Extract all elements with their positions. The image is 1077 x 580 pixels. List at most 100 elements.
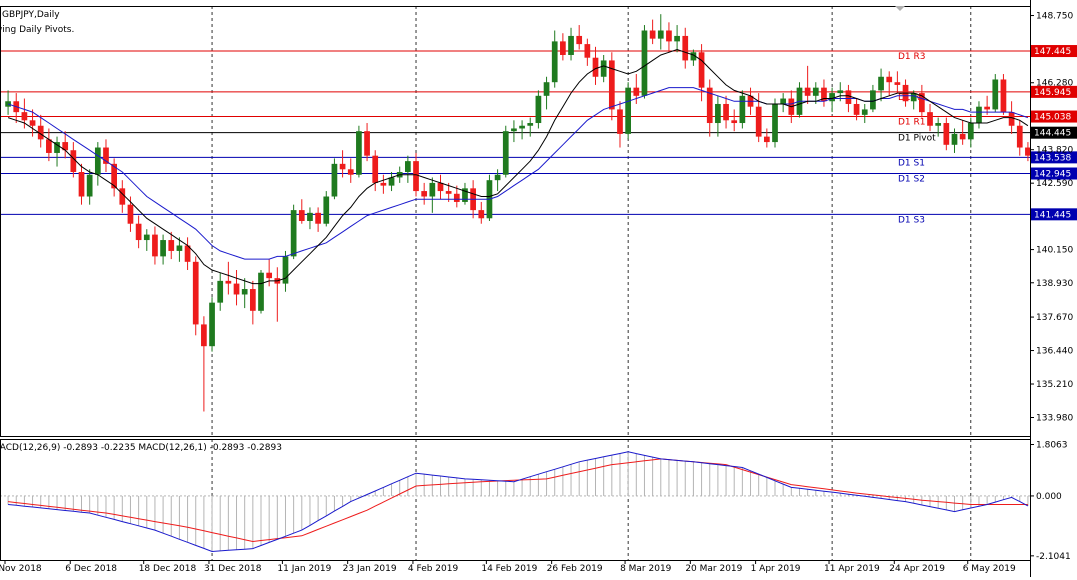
pivot-price-label: 141.445 [1034,210,1071,220]
date-label: 20 Mar 2019 [685,564,742,574]
candle-body [249,289,256,311]
candle-body [715,103,721,124]
price-tick-label: 137.670 [1036,313,1073,323]
candle-body [5,101,11,107]
candle-body [739,95,746,124]
candle-body [584,44,591,58]
candle-body [37,125,44,140]
pivot-price-label: 147.445 [1034,47,1071,57]
date-label: 24 Apr 2019 [889,564,945,574]
candle-body [111,163,117,189]
pivot-price-label: 144.445 [1034,129,1071,139]
candle-body [103,147,109,164]
date-label: 26 Nov 2018 [0,564,42,574]
candle-body [576,35,583,45]
candle-body [453,193,460,202]
candle-body [951,133,958,145]
candle-body [192,261,199,325]
indicator-label: Showing Daily Pivots. [0,25,74,35]
candle-body [511,128,517,132]
price-tick-label: 136.440 [1036,347,1073,357]
candle-body [1000,79,1007,113]
candle-body [29,120,36,126]
candle-body [641,30,648,96]
candle-body [54,142,60,153]
date-label: 26 Feb 2019 [547,564,603,574]
candle-body [135,223,142,241]
candle-body [992,79,999,110]
macd-tick-label: -2.1041 [1036,552,1071,562]
candle-body [706,87,713,124]
date-label: 8 Mar 2019 [620,564,672,574]
pivot-price-tag [1031,85,1077,98]
candle-body [46,139,52,153]
candle-body [290,210,297,257]
candle-body [1016,125,1023,148]
price-tick-label: 146.280 [1036,79,1073,89]
candle-body [502,131,509,175]
candle-body [935,123,942,126]
candle-body [184,245,191,262]
candle-body [347,169,354,175]
candle-body [780,98,787,104]
candle-body [690,52,697,61]
candle-body [437,182,444,192]
candle-body [388,177,395,186]
candle-body [845,90,852,104]
pivot-price-tag [1031,151,1077,164]
price-tick-label: 133.980 [1036,413,1073,423]
candle-body [560,41,566,55]
candle-body [78,172,85,197]
candle-body [592,57,599,77]
candle-body [674,35,680,42]
candle-body [837,90,844,94]
candle-body [331,163,338,197]
candle-body [201,324,207,347]
candle-body [176,245,183,251]
candle-body [878,76,884,91]
price-tick-label: 143.820 [1036,146,1073,156]
price-tick-label: 148.750 [1036,12,1073,22]
candle-body [519,125,525,129]
candle-body [323,196,330,224]
candle-body [870,90,876,110]
chart-shift-marker[interactable] [895,6,905,11]
date-label: 23 Jan 2019 [343,564,397,574]
pivot-name-label: D1 S2 [898,175,925,185]
candle-body [666,30,672,42]
date-label: 6 May 2019 [963,564,1016,574]
candle-body [625,87,631,134]
candle-body [853,103,860,115]
pivot-price-label: 145.945 [1034,88,1071,98]
candle-body [861,109,868,115]
candle-body [527,123,534,126]
ma-fast-line [7,48,1029,285]
candle-body [478,210,485,219]
pivot-name-label: D1 S1 [898,158,925,168]
candle-body [143,234,150,241]
candle-body [943,123,950,145]
candle-body [315,212,321,224]
candle-body [682,35,689,61]
macd-tick-label: 1.8063 [1036,441,1068,451]
pivot-price-tag [1031,208,1077,221]
candle-body [535,95,542,124]
pivot-price-label: 143.538 [1034,153,1071,163]
candle-body [94,147,101,175]
price-tick-label: 140.150 [1036,246,1073,256]
candle-body [984,106,990,110]
price-tick-label: 142.590 [1036,179,1073,189]
candle-body [763,136,770,143]
date-label: 1 Apr 2019 [751,564,801,574]
macd-label: MACD(12,26,9) -0.2893 -0.2235 MACD(12,26… [0,443,282,453]
candle-body [829,93,835,102]
pivot-price-tag [1031,167,1077,180]
candle-body [731,120,738,124]
candle-body [821,87,827,102]
candle-body [70,150,77,173]
candle-body [339,163,346,170]
candle-body [804,87,811,96]
pivot-price-tag [1031,126,1077,139]
candle-body [600,60,607,77]
